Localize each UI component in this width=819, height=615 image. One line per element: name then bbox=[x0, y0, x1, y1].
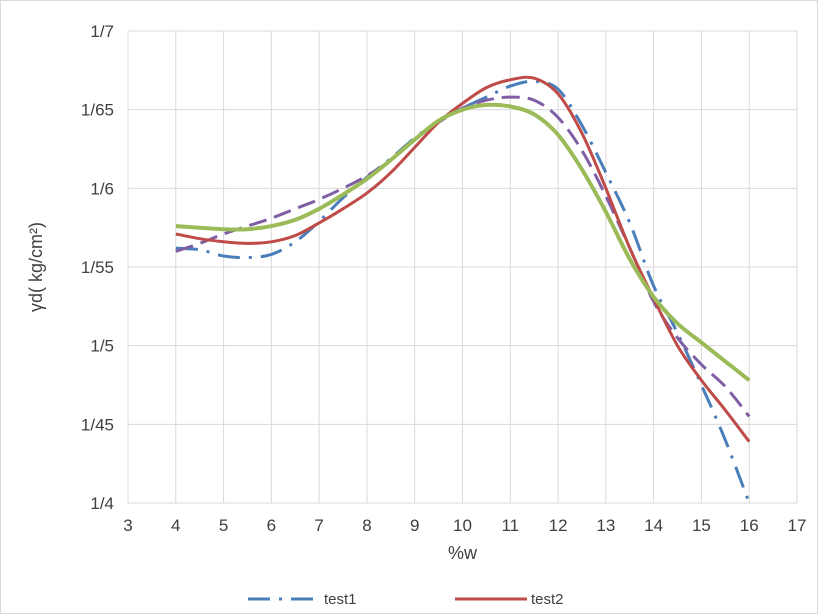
x-tick-label: 14 bbox=[644, 516, 663, 535]
series-line-test1 bbox=[175, 79, 751, 504]
legend-label-test1: test1 bbox=[324, 591, 357, 608]
y-axis-title: γd( kg/cm²) bbox=[26, 222, 46, 312]
x-tick-label: 10 bbox=[453, 516, 472, 535]
y-tick-label: 1/4 bbox=[90, 494, 114, 513]
y-tick-label: 1/6 bbox=[90, 179, 114, 198]
x-tick-label: 12 bbox=[549, 516, 568, 535]
x-tick-label: 13 bbox=[596, 516, 615, 535]
y-tick-label: 1/5 bbox=[90, 337, 114, 356]
x-tick-label: 6 bbox=[267, 516, 276, 535]
x-tick-label: 16 bbox=[740, 516, 759, 535]
y-tick-label: 1/45 bbox=[81, 415, 114, 434]
x-tick-label: 3 bbox=[123, 516, 132, 535]
x-tick-label: 5 bbox=[219, 516, 228, 535]
x-tick-label: 17 bbox=[788, 516, 807, 535]
y-tick-label: 1/55 bbox=[81, 258, 114, 277]
series-lines bbox=[175, 75, 751, 504]
x-tick-label: 4 bbox=[171, 516, 180, 535]
y-tick-label: 1/7 bbox=[90, 22, 114, 41]
legend-label-test2: test2 bbox=[531, 591, 564, 608]
x-axis-title: %w bbox=[448, 543, 478, 563]
y-tick-label: 1/65 bbox=[81, 101, 114, 120]
x-tick-label: 8 bbox=[362, 516, 371, 535]
legend: test1 test2 bbox=[248, 591, 564, 608]
series-line-series-4 bbox=[175, 102, 751, 382]
x-tick-label: 9 bbox=[410, 516, 419, 535]
x-tick-label: 11 bbox=[501, 516, 519, 535]
x-tick-label: 15 bbox=[692, 516, 711, 535]
y-tick-labels: 1/4 1/45 1/5 1/55 1/6 1/65 1/7 bbox=[81, 22, 114, 513]
x-tick-label: 7 bbox=[314, 516, 323, 535]
x-tick-labels: 3 4 5 6 7 8 9 10 11 12 13 14 15 16 17 bbox=[123, 516, 806, 535]
